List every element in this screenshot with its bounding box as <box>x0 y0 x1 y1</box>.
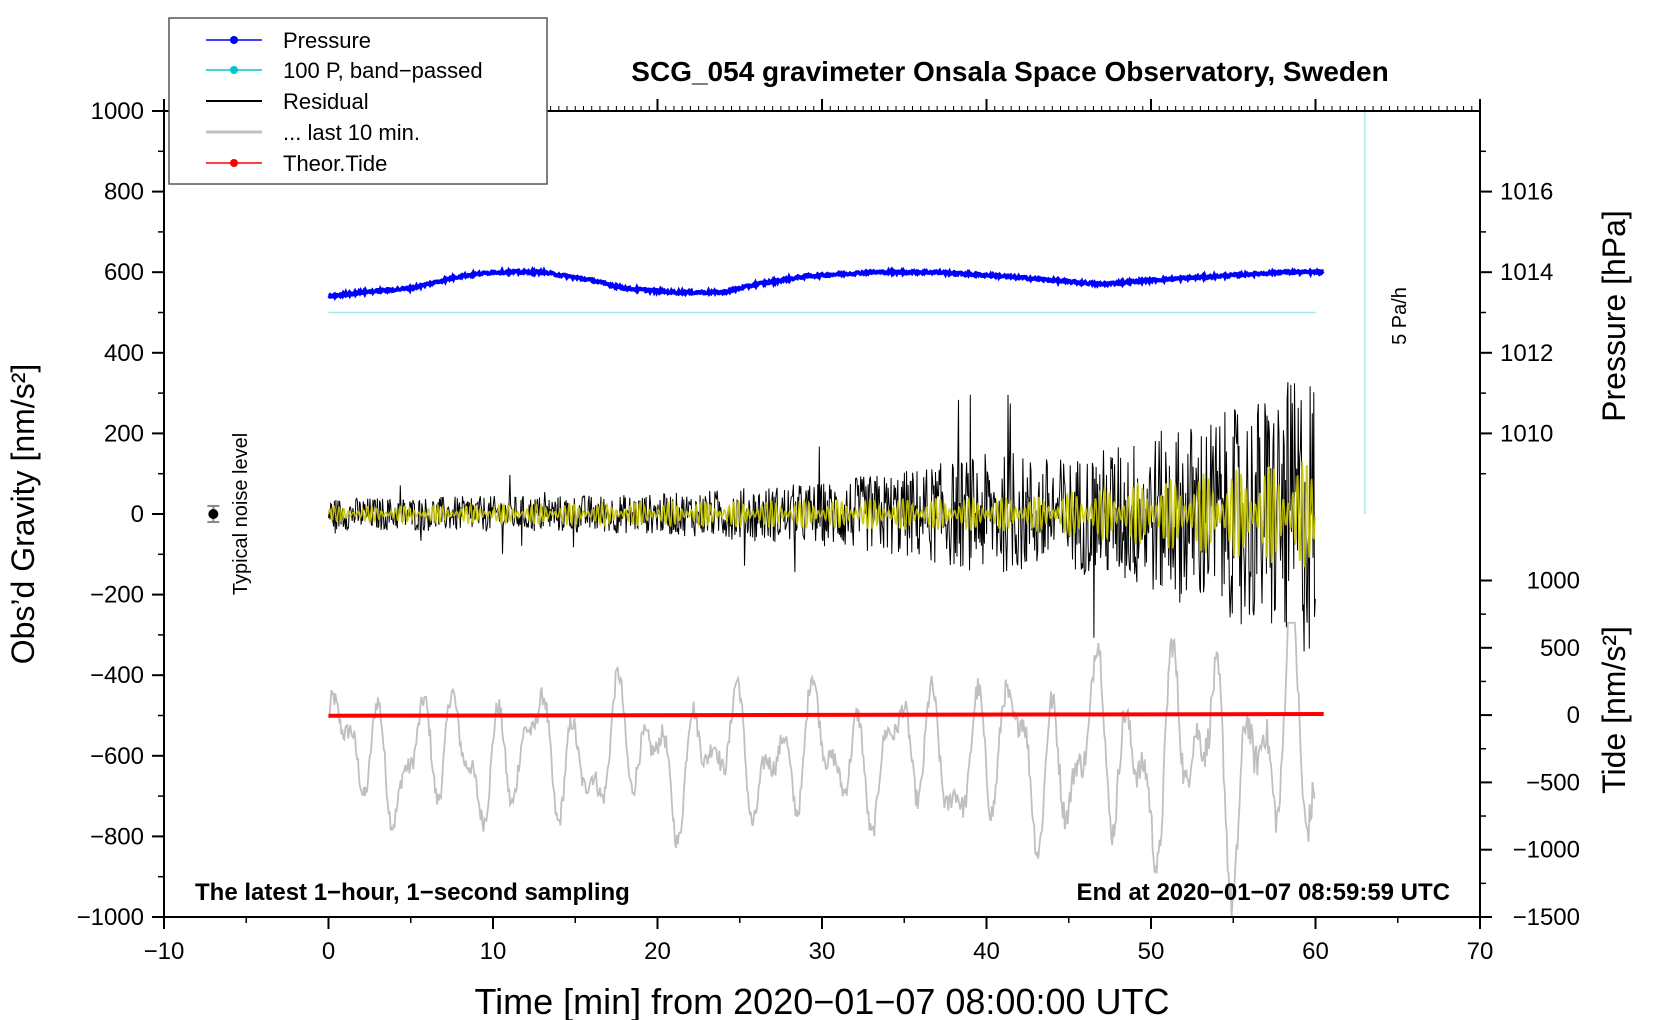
x-tick-label: 20 <box>644 938 671 965</box>
legend-item-pressure: Pressure <box>206 28 371 53</box>
y-tick-label-left: 800 <box>104 179 144 206</box>
legend-label-last10: ... last 10 min. <box>283 120 420 145</box>
y-tick-label-left: 1000 <box>91 98 144 125</box>
legend-marker-bandpass <box>230 66 238 74</box>
noise-level-label: Typical noise level <box>230 433 252 595</box>
legend-item-tide: Theor.Tide <box>206 151 387 176</box>
tide-series-line <box>328 712 1324 718</box>
legend-label-pressure: Pressure <box>283 28 371 53</box>
footer-left-annotation: The latest 1−hour, 1−second sampling <box>195 879 630 906</box>
y-tick-label-pressure: 1014 <box>1500 259 1553 286</box>
y-tick-label-tide: −500 <box>1526 769 1580 796</box>
y-tick-label-left: −1000 <box>77 904 144 931</box>
y-tick-label-tide: 500 <box>1540 635 1580 662</box>
y-tick-label-pressure: 1016 <box>1500 179 1553 206</box>
y-tick-label-left: 400 <box>104 340 144 367</box>
legend: Pressure 100 P, band−passed Residual ...… <box>168 17 548 185</box>
y-axis-title-tide: Tide [nm/s²] <box>1596 626 1632 794</box>
x-tick-label: 10 <box>480 938 507 965</box>
y-tick-label-tide: 0 <box>1567 702 1580 729</box>
legend-marker-tide <box>230 159 238 167</box>
y-tick-label-left: 0 <box>131 501 144 528</box>
x-tick-label: 0 <box>322 938 335 965</box>
y-tick-label-tide: 1000 <box>1527 567 1580 594</box>
legend-item-bandpass: 100 P, band−passed <box>206 58 483 83</box>
y-tick-label-tide: −1000 <box>1513 837 1580 864</box>
axes-layer: −10 0 10 20 30 40 50 60 70 1000 800 600 400 200 0 −200 −… <box>77 98 1580 965</box>
x-tick-label: 40 <box>973 938 1000 965</box>
x-tick-label: 60 <box>1302 938 1329 965</box>
pressure-series-line <box>327 265 1325 302</box>
y-axis-title-left: Obs’d Gravity [nm/s²] <box>5 364 41 665</box>
x-axis-title: Time [min] from 2020−01−07 08:00:00 UTC <box>474 981 1169 1020</box>
legend-label-tide: Theor.Tide <box>283 151 387 176</box>
chart-title: SCG_054 gravimeter Onsala Space Observat… <box>631 56 1388 87</box>
y-tick-label-left: −200 <box>90 582 144 609</box>
x-tick-label: 70 <box>1467 938 1494 965</box>
noise-level-dot <box>208 509 219 519</box>
legend-marker-pressure <box>230 36 238 44</box>
last10-series-line <box>327 621 1316 917</box>
legend-label-residual: Residual <box>283 89 369 114</box>
y-tick-label-left: −800 <box>90 823 144 850</box>
x-tick-label: 50 <box>1138 938 1165 965</box>
x-tick-label: 30 <box>809 938 836 965</box>
y-tick-label-tide: −1500 <box>1513 904 1580 931</box>
legend-label-bandpass: 100 P, band−passed <box>283 58 483 83</box>
y-axis-title-pressure: Pressure [hPa] <box>1596 210 1632 422</box>
y-tick-label-left: 200 <box>104 420 144 447</box>
rate-label: 5 Pa/h <box>1389 287 1411 345</box>
y-tick-label-pressure: 1012 <box>1500 340 1553 367</box>
y-tick-label-pressure: 1010 <box>1500 420 1553 447</box>
filtered-residual-line <box>327 461 1316 568</box>
y-tick-label-left: −600 <box>90 743 144 770</box>
y-tick-label-left: 600 <box>104 259 144 286</box>
y-tick-label-left: −400 <box>90 662 144 689</box>
legend-item-last10: ... last 10 min. <box>206 120 420 145</box>
footer-right-annotation: End at 2020−01−07 08:59:59 UTC <box>1076 879 1450 906</box>
x-tick-label: −10 <box>144 938 185 965</box>
series-layer <box>207 111 1366 917</box>
legend-item-residual: Residual <box>206 89 369 114</box>
